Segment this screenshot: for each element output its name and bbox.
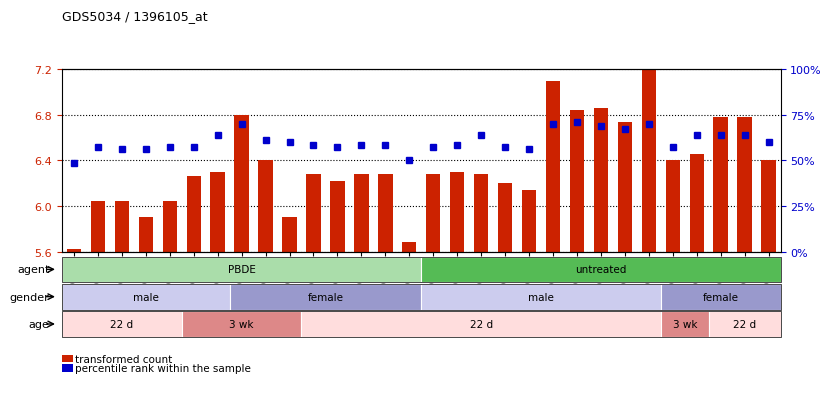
Bar bbox=[378, 175, 392, 252]
Bar bbox=[187, 177, 201, 252]
Text: 22 d: 22 d bbox=[111, 319, 133, 329]
Bar bbox=[498, 184, 512, 252]
Text: female: female bbox=[307, 292, 344, 302]
Text: age: age bbox=[29, 319, 50, 329]
Bar bbox=[642, 70, 656, 252]
Text: agent: agent bbox=[17, 265, 50, 275]
Text: 3 wk: 3 wk bbox=[672, 319, 697, 329]
Bar bbox=[522, 191, 536, 252]
Bar bbox=[666, 161, 680, 252]
Bar bbox=[402, 243, 416, 252]
Bar bbox=[426, 175, 440, 252]
Bar bbox=[330, 182, 344, 252]
Bar bbox=[139, 218, 153, 252]
Bar bbox=[235, 116, 249, 252]
Bar bbox=[738, 118, 752, 252]
Text: PBDE: PBDE bbox=[228, 265, 255, 275]
Text: untreated: untreated bbox=[575, 265, 627, 275]
Bar bbox=[546, 82, 560, 252]
Bar bbox=[354, 175, 368, 252]
Text: transformed count: transformed count bbox=[75, 354, 173, 364]
Bar bbox=[474, 175, 488, 252]
Text: gender: gender bbox=[10, 292, 50, 302]
Text: female: female bbox=[703, 292, 738, 302]
Text: 22 d: 22 d bbox=[470, 319, 492, 329]
Text: male: male bbox=[528, 292, 554, 302]
Bar bbox=[618, 122, 632, 252]
Bar bbox=[714, 118, 728, 252]
Bar bbox=[259, 161, 273, 252]
Text: percentile rank within the sample: percentile rank within the sample bbox=[75, 363, 251, 373]
Bar bbox=[306, 175, 320, 252]
Bar bbox=[282, 218, 297, 252]
Text: GDS5034 / 1396105_at: GDS5034 / 1396105_at bbox=[62, 10, 207, 23]
Text: 22 d: 22 d bbox=[733, 319, 756, 329]
Text: male: male bbox=[133, 292, 159, 302]
Bar bbox=[163, 202, 177, 252]
Bar bbox=[762, 161, 776, 252]
Bar bbox=[115, 202, 129, 252]
Bar bbox=[450, 173, 464, 252]
Bar bbox=[594, 109, 608, 252]
Bar bbox=[690, 154, 704, 252]
Bar bbox=[91, 202, 105, 252]
Bar bbox=[211, 173, 225, 252]
Bar bbox=[570, 111, 584, 252]
Text: 3 wk: 3 wk bbox=[230, 319, 254, 329]
Bar bbox=[67, 249, 81, 252]
